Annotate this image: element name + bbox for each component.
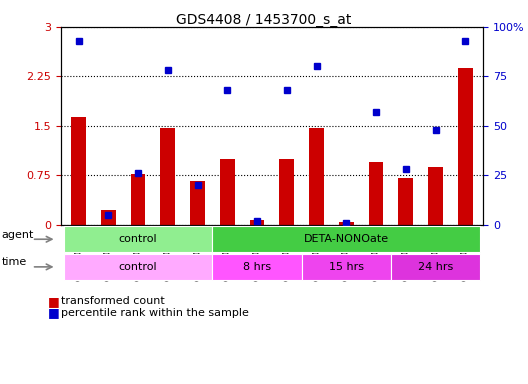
Text: time: time (2, 257, 27, 267)
Text: control: control (119, 262, 157, 272)
Bar (250, 220, 265, 225)
Bar (458, 68, 473, 225)
Text: 24 hrs: 24 hrs (418, 262, 453, 272)
Bar (369, 162, 383, 225)
Text: agent: agent (2, 230, 34, 240)
Bar (161, 128, 175, 225)
Text: ■: ■ (48, 295, 59, 308)
Text: control: control (119, 234, 157, 244)
Bar (428, 167, 443, 225)
Text: GDS4408 / 1453700_s_at: GDS4408 / 1453700_s_at (176, 13, 352, 27)
Text: ■: ■ (48, 306, 59, 319)
Bar (279, 159, 294, 225)
Text: DETA-NONOate: DETA-NONOate (304, 234, 389, 244)
Bar (220, 159, 235, 225)
Text: 8 hrs: 8 hrs (243, 262, 271, 272)
Text: percentile rank within the sample: percentile rank within the sample (61, 308, 249, 318)
Bar (309, 128, 324, 225)
Bar (130, 174, 146, 225)
Text: 15 hrs: 15 hrs (329, 262, 364, 272)
Bar (190, 181, 205, 225)
Bar (71, 117, 86, 225)
Bar (339, 222, 354, 225)
Bar (398, 179, 413, 225)
Bar (101, 210, 116, 225)
Text: transformed count: transformed count (61, 296, 164, 306)
